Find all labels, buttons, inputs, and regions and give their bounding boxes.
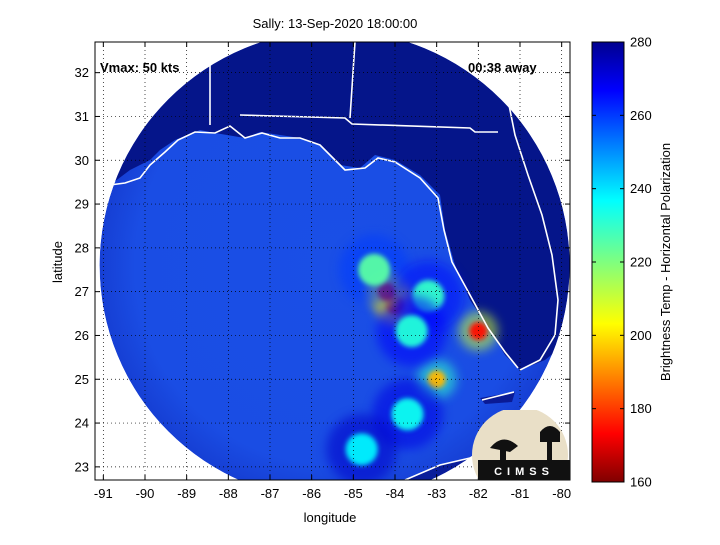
colorbar-tick-label: 240 [630, 181, 652, 196]
x-tick-label: -86 [302, 486, 321, 501]
x-tick-label: -85 [344, 486, 363, 501]
logo-dish-stand-icon [500, 448, 506, 462]
y-tick-label: 26 [75, 328, 89, 343]
chart-title: Sally: 13-Sep-2020 18:00:00 [253, 16, 418, 31]
logo-tower-leg-icon [547, 442, 552, 462]
rainband-8 [345, 433, 378, 466]
y-tick-label: 30 [75, 153, 89, 168]
colorbar-ticks: 160 180 200 220 240 260 280 [592, 35, 652, 490]
x-tick-label: -91 [94, 486, 113, 501]
rainband-4 [358, 253, 391, 286]
y-tick-label: 28 [75, 240, 89, 255]
logo-text: CIMSS [494, 466, 554, 478]
colorbar [591, 41, 625, 483]
logo-antenna-dish-icon [490, 439, 518, 452]
y-tick-label: 23 [75, 459, 89, 474]
keys-coast-line [481, 391, 515, 401]
plot-frame [94, 41, 571, 481]
x-axis-label: longitude [304, 510, 357, 525]
rainband-6 [395, 315, 428, 348]
convective-core-2 [469, 322, 488, 341]
x-tick-label: -84 [386, 486, 405, 501]
florida-east-coast-line [497, 42, 559, 371]
rainband-7 [391, 398, 424, 431]
x-tick-label: -89 [177, 486, 196, 501]
y-tick-label: 29 [75, 197, 89, 212]
logo-water-tower-icon [540, 426, 560, 442]
y-tick-label: 27 [75, 284, 89, 299]
x-tick-labels: -91 -90 -89 -88 -87 -86 -85 -84 -83 -82 -81 -80 [94, 486, 571, 501]
x-tick-label: -83 [427, 486, 446, 501]
x-tick-label: -81 [511, 486, 530, 501]
y-tick-marks [95, 72, 570, 468]
colorbar-label: Brightness Temp - Horizontal Polarizatio… [658, 143, 673, 381]
land-brightness-north [99, 42, 570, 370]
land-brightness-keys [480, 392, 515, 404]
cimss-logo: CIMSS [472, 410, 570, 480]
y-tick-label: 32 [75, 65, 89, 80]
state-border-line [209, 42, 498, 133]
x-tick-label: -80 [552, 486, 571, 501]
colorbar-tick-label: 280 [630, 35, 652, 50]
vmax-annotation: Vmax: 50 kts [100, 60, 180, 75]
x-tick-label: -88 [219, 486, 238, 501]
plot-area [95, 42, 570, 480]
y-tick-label: 24 [75, 416, 89, 431]
y-tick-labels: 23 24 25 26 27 28 29 30 31 32 [75, 65, 89, 474]
logo-banner [478, 460, 570, 480]
time-offset-annotation: 00:38 away [468, 60, 537, 75]
x-tick-label: -90 [136, 486, 155, 501]
colorbar-tick-label: 180 [630, 401, 652, 416]
convective-core-3 [427, 370, 446, 389]
gulf-coast-line [95, 125, 519, 369]
y-axis-label: latitude [50, 241, 65, 283]
colorbar-tick-label: 160 [630, 475, 652, 490]
y-tick-label: 31 [75, 109, 89, 124]
y-tick-label: 25 [75, 372, 89, 387]
x-tick-label: -82 [469, 486, 488, 501]
x-tick-label: -87 [261, 486, 280, 501]
microwave-swath [99, 42, 570, 480]
convection-features [326, 234, 499, 480]
colorbar-tick-label: 220 [630, 255, 652, 270]
colorbar-tick-label: 200 [630, 328, 652, 343]
colorbar-tick-label: 260 [630, 108, 652, 123]
x-tick-marks [102, 42, 563, 480]
